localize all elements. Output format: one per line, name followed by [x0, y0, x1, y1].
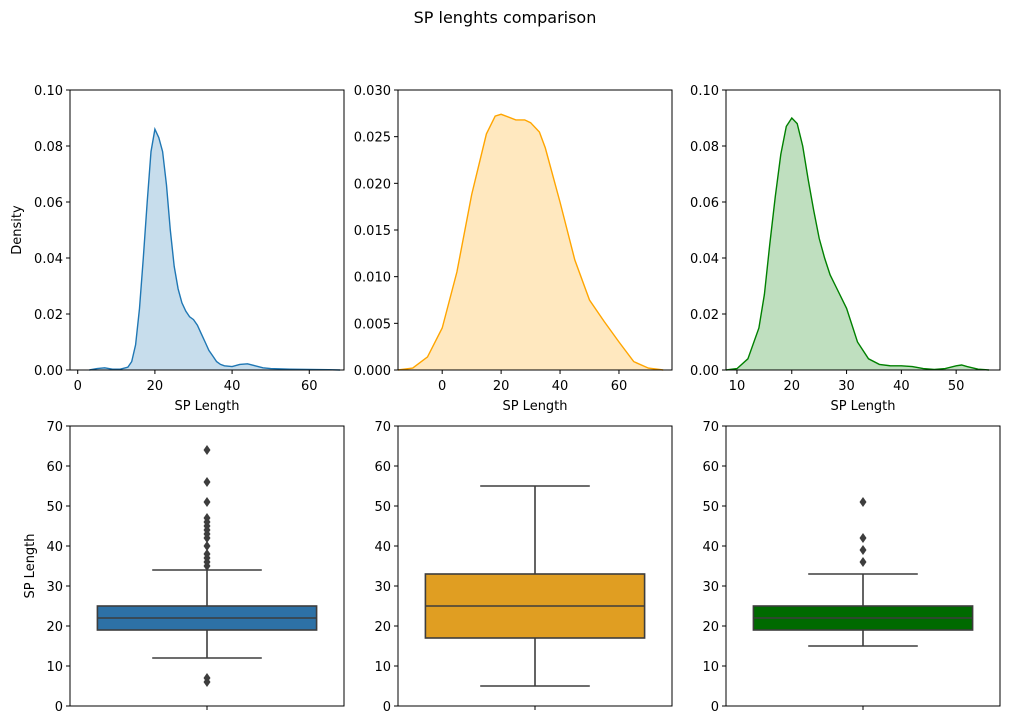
figure-title: SP lenghts comparison — [413, 8, 597, 27]
y-tick-label: 0.10 — [690, 84, 719, 99]
subplot-5 — [394, 425, 673, 710]
y-tick-label: 0.00 — [34, 364, 63, 379]
outlier-point — [203, 497, 211, 507]
y-tick-label: 0.020 — [354, 177, 391, 192]
x-tick-label: 40 — [552, 379, 569, 394]
y-tick-label: 50 — [374, 500, 391, 515]
y-tick-label: 0.04 — [690, 252, 719, 267]
x-tick-label: 40 — [224, 379, 241, 394]
y-tick-label: 0.04 — [34, 252, 63, 267]
y-tick-label: 20 — [46, 620, 63, 635]
density-line — [725, 116, 990, 371]
y-tick-label: 0.00 — [690, 364, 719, 379]
subplot-1 — [66, 89, 345, 374]
subplot-2 — [394, 89, 673, 374]
y-tick-label: 0.02 — [690, 308, 719, 323]
x-tick-label: 40 — [893, 379, 910, 394]
y-axis-label: Density — [10, 205, 25, 255]
y-axis-label: SP Length — [23, 533, 38, 598]
y-tick-label: 0.06 — [34, 196, 63, 211]
density-fill — [398, 114, 664, 370]
outlier-point — [859, 545, 867, 555]
y-tick-label: 70 — [374, 420, 391, 435]
y-tick-label: 0.02 — [34, 308, 63, 323]
y-tick-label: 20 — [702, 620, 719, 635]
x-tick-label: 20 — [783, 379, 800, 394]
outlier-point — [859, 497, 867, 507]
subplot-6 — [722, 425, 1001, 710]
outlier-point — [203, 477, 211, 487]
axes-frame — [69, 89, 345, 371]
density-fill — [726, 118, 989, 370]
outlier-point — [203, 445, 211, 455]
y-tick-label: 70 — [46, 420, 63, 435]
outlier-point — [203, 513, 211, 523]
x-tick-label: 30 — [838, 379, 855, 394]
y-tick-label: 30 — [702, 580, 719, 595]
y-tick-label: 0 — [711, 700, 719, 715]
x-axis-label: SP Length — [174, 399, 239, 414]
y-tick-label: 0.005 — [354, 317, 391, 332]
y-tick-label: 60 — [46, 460, 63, 475]
y-tick-label: 0.015 — [354, 224, 391, 239]
x-tick-label: 0 — [438, 379, 446, 394]
y-tick-label: 0.10 — [34, 84, 63, 99]
subplot-4 — [66, 425, 345, 710]
axes-frame — [725, 425, 1001, 707]
y-tick-label: 50 — [702, 500, 719, 515]
y-tick-label: 0.08 — [690, 140, 719, 155]
y-tick-label: 0.06 — [690, 196, 719, 211]
y-tick-label: 60 — [374, 460, 391, 475]
density-fill — [89, 129, 341, 370]
axes-frame — [725, 89, 1001, 371]
x-tick-label: 60 — [611, 379, 628, 394]
y-tick-label: 70 — [702, 420, 719, 435]
x-axis-label: SP Length — [502, 399, 567, 414]
axes-frame — [69, 425, 345, 707]
y-tick-label: 0.030 — [354, 84, 391, 99]
axes-frame — [397, 89, 673, 371]
y-tick-label: 10 — [374, 660, 391, 675]
y-tick-label: 20 — [374, 620, 391, 635]
outlier-point — [203, 549, 211, 559]
y-tick-label: 40 — [702, 540, 719, 555]
y-tick-label: 0 — [383, 700, 391, 715]
x-tick-label: 60 — [301, 379, 318, 394]
y-tick-label: 0.010 — [354, 271, 391, 286]
x-tick-label: 10 — [729, 379, 746, 394]
y-tick-label: 0.08 — [34, 140, 63, 155]
outlier-point — [859, 533, 867, 543]
outlier-point — [203, 541, 211, 551]
y-tick-label: 30 — [374, 580, 391, 595]
y-tick-label: 60 — [702, 460, 719, 475]
x-axis-label: SP Length — [830, 399, 895, 414]
density-line — [397, 113, 664, 371]
y-tick-label: 40 — [46, 540, 63, 555]
y-tick-label: 0.025 — [354, 131, 391, 146]
outlier-point — [859, 557, 867, 567]
y-tick-label: 0 — [55, 700, 63, 715]
subplot-3 — [722, 89, 1001, 374]
density-line — [89, 126, 341, 371]
x-tick-label: 20 — [147, 379, 164, 394]
x-tick-label: 0 — [74, 379, 82, 394]
y-tick-label: 10 — [702, 660, 719, 675]
y-tick-label: 10 — [46, 660, 63, 675]
x-tick-label: 50 — [948, 379, 965, 394]
y-tick-label: 50 — [46, 500, 63, 515]
y-tick-label: 0.000 — [354, 364, 391, 379]
axes-frame — [397, 425, 673, 707]
y-tick-label: 30 — [46, 580, 63, 595]
x-tick-label: 20 — [493, 379, 510, 394]
y-tick-label: 40 — [374, 540, 391, 555]
outlier-point — [203, 673, 211, 683]
